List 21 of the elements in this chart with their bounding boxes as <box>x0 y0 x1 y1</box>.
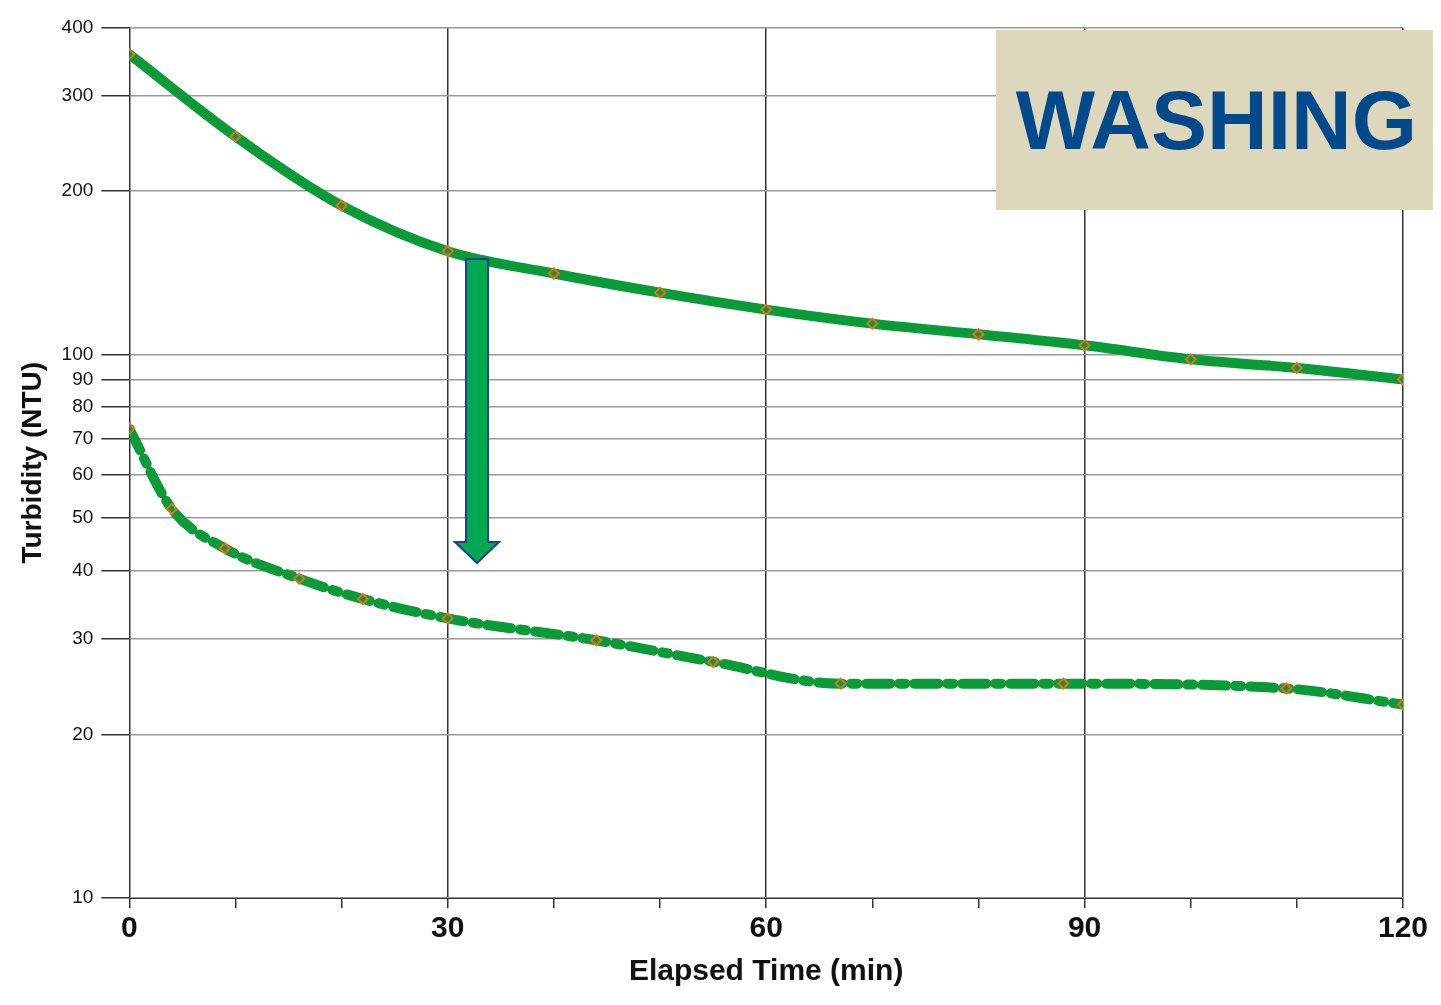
y-tick-label: 10 <box>72 886 94 908</box>
y-tick-label: 100 <box>61 342 94 364</box>
y-tick-label: 70 <box>72 426 94 448</box>
y-tick-label: 300 <box>61 83 94 105</box>
x-tick-label: 60 <box>749 910 783 944</box>
annotation: WASHING <box>995 30 1433 211</box>
x-tick-label: 30 <box>431 910 465 944</box>
y-tick-label: 400 <box>61 15 94 37</box>
y-axis-title: Turbidity (NTU) <box>15 361 47 564</box>
x-tick-label: 0 <box>120 910 138 944</box>
x-axis-title: Elapsed Time (min) <box>628 953 904 987</box>
x-tick-label: 90 <box>1067 910 1102 944</box>
y-tick-label: 200 <box>61 179 94 201</box>
y-tick-label: 90 <box>72 367 94 389</box>
y-tick-label: 60 <box>72 463 94 485</box>
y-tick-label: 50 <box>72 506 94 528</box>
y-tick-label: 20 <box>72 722 94 744</box>
y-tick-label: 30 <box>72 626 94 648</box>
y-tick-label: 40 <box>72 559 94 581</box>
x-tick-label: 120 <box>1377 910 1429 944</box>
y-tick-label: 80 <box>72 395 94 417</box>
